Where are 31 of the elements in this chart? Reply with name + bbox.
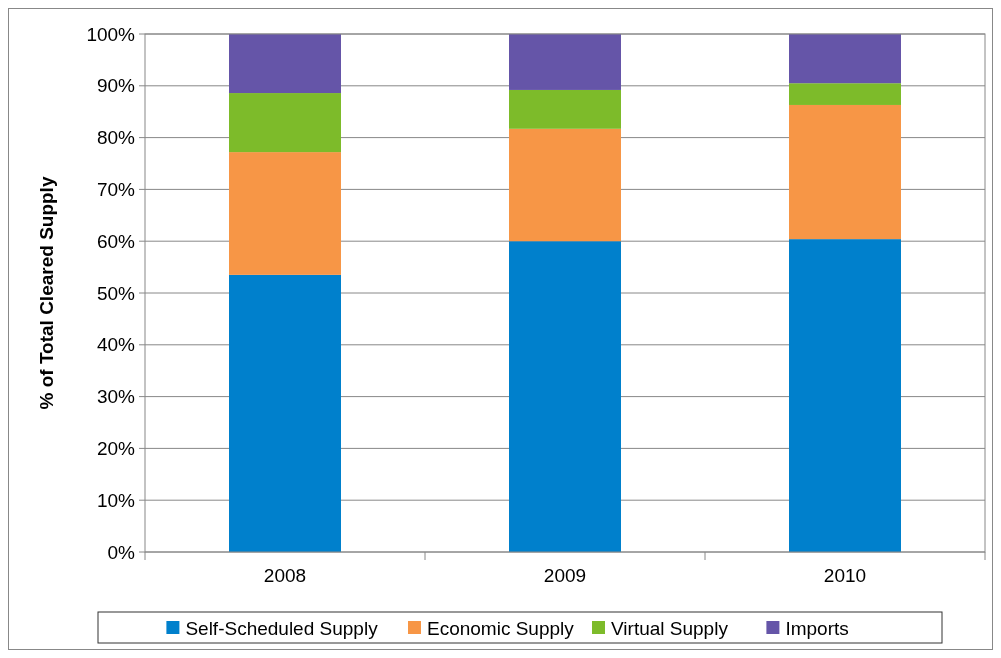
bar	[789, 104, 901, 240]
x-tick-label: 2009	[543, 565, 587, 586]
y-tick-label: 60%	[96, 230, 136, 252]
bar	[509, 241, 621, 552]
y-tick-label: 90%	[96, 75, 136, 97]
bar	[509, 89, 621, 129]
bar	[229, 274, 341, 552]
x-tick-label: 2010	[823, 565, 867, 586]
legend-label: Imports	[785, 617, 849, 639]
bar	[229, 34, 341, 94]
y-tick-label: 80%	[96, 127, 136, 149]
y-axis-title: % of Total Cleared Supply	[36, 176, 57, 410]
bar	[789, 34, 901, 84]
y-tick-label: 10%	[96, 489, 136, 511]
y-tick-label: 0%	[107, 541, 136, 563]
legend-label: Economic Supply	[427, 617, 575, 639]
y-tick-label: 50%	[96, 282, 136, 304]
y-tick-label: 100%	[86, 23, 136, 45]
y-tick-label: 20%	[96, 438, 136, 460]
bar	[789, 83, 901, 105]
bar	[789, 239, 901, 552]
bar	[229, 93, 341, 153]
legend-label: Self-Scheduled Supply	[185, 617, 379, 639]
bar	[509, 128, 621, 242]
y-tick-label: 30%	[96, 386, 136, 408]
bar	[509, 34, 621, 90]
y-tick-label: 40%	[96, 334, 136, 356]
bar	[229, 152, 341, 275]
legend-label: Virtual Supply	[611, 617, 729, 639]
y-tick-label: 70%	[96, 179, 136, 201]
x-tick-label: 2008	[263, 565, 307, 586]
